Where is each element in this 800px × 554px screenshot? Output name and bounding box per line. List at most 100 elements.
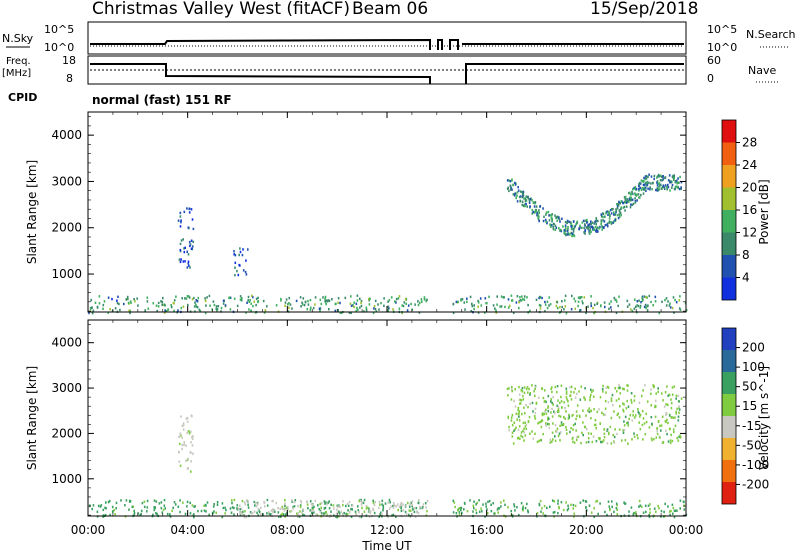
power-echo-cell bbox=[652, 181, 654, 185]
power-echo-cell bbox=[350, 304, 353, 307]
power-echo-cell bbox=[395, 301, 397, 304]
velocity-echo-cell bbox=[594, 423, 597, 427]
velocity-echo-cell bbox=[624, 415, 627, 419]
velocity-echo-cell bbox=[359, 499, 362, 503]
velocity-echo-cell bbox=[619, 405, 621, 408]
velocity-echo-cell bbox=[177, 505, 180, 508]
power-echo-cell bbox=[638, 181, 641, 185]
velocity-echo-cell bbox=[531, 430, 533, 433]
velocity-echo-cell bbox=[650, 404, 652, 407]
velocity-echo-cell bbox=[405, 512, 408, 516]
velocity-echo-cell bbox=[326, 503, 328, 506]
power-echo-cell bbox=[514, 192, 517, 195]
power-echo-cell bbox=[320, 302, 323, 306]
power-echo-cell bbox=[509, 184, 512, 188]
power-echo-cell bbox=[641, 299, 644, 303]
velocity-echo-cell bbox=[485, 502, 487, 505]
nsky-label: N.Sky bbox=[2, 32, 34, 45]
velocity-echo-cell bbox=[206, 501, 209, 504]
velocity-echo-cell bbox=[551, 390, 553, 394]
power-echo-cell bbox=[658, 174, 660, 178]
power-echo-cell bbox=[401, 304, 403, 307]
power-echo-cell bbox=[89, 310, 92, 313]
power-echo-cell bbox=[665, 304, 668, 307]
power-echo-cell bbox=[570, 227, 573, 231]
power-echo-cell bbox=[167, 308, 170, 311]
velocity-echo-cell bbox=[323, 507, 326, 510]
velocity-echo-cell bbox=[551, 401, 553, 405]
power-echo-cell bbox=[562, 225, 564, 228]
power-echo-cell bbox=[96, 306, 99, 309]
power-echo-cell bbox=[373, 304, 376, 308]
power-echo-cell bbox=[607, 213, 609, 216]
velocity-echo-cell bbox=[473, 507, 475, 510]
power-echo-cell bbox=[577, 300, 580, 303]
power-echo-cell bbox=[559, 220, 561, 223]
velocity-echo-cell bbox=[543, 504, 546, 508]
power-echo-cell bbox=[609, 208, 612, 212]
power-echo-cell bbox=[638, 196, 641, 199]
velocity-echo-cell bbox=[518, 385, 520, 389]
power-echo-cell bbox=[116, 301, 119, 305]
power-echo-cell bbox=[548, 296, 551, 299]
power-echo-cell bbox=[129, 300, 132, 303]
velocity-echo-cell bbox=[590, 409, 592, 412]
power-echo-cell bbox=[678, 307, 681, 310]
power-echo-cell bbox=[590, 302, 592, 305]
power-echo-cell bbox=[559, 306, 561, 309]
power-echo-cell bbox=[550, 224, 553, 227]
power-echo-cell bbox=[662, 175, 664, 178]
velocity-echo-cell bbox=[547, 422, 549, 426]
power-echo-cell bbox=[623, 196, 626, 199]
power-echo-cell bbox=[356, 299, 359, 302]
velocity-echo-cell bbox=[508, 429, 511, 432]
beam-label: Beam 06 bbox=[352, 0, 428, 19]
power-echo-cell bbox=[173, 309, 175, 313]
power-echo-cell bbox=[673, 176, 675, 180]
velocity-echo-cell bbox=[341, 512, 344, 515]
velocity-echo-cell bbox=[559, 424, 561, 427]
power-echo-cell bbox=[208, 294, 211, 298]
velocity-echo-cell bbox=[324, 502, 326, 505]
velocity-echo-cell bbox=[349, 510, 351, 514]
velocity-echo-cell bbox=[241, 513, 243, 516]
velocity-echo-cell bbox=[392, 502, 395, 505]
velocity-echo-cell bbox=[285, 506, 288, 509]
power-colorbar-tick-label: 12 bbox=[742, 226, 757, 240]
power-echo-cell bbox=[170, 304, 172, 307]
power-echo-cell bbox=[672, 178, 675, 181]
power-echo-cell bbox=[565, 228, 567, 231]
power-echo-cell bbox=[288, 302, 290, 305]
velocity-echo-cell bbox=[297, 512, 299, 515]
velocity-echo-cell bbox=[520, 431, 523, 434]
power-echo-cell bbox=[596, 226, 599, 229]
power-echo-cell bbox=[631, 203, 634, 207]
power-echo-cell bbox=[257, 300, 260, 303]
velocity-echo-cell bbox=[382, 507, 385, 510]
velocity-echo-cell bbox=[671, 439, 674, 443]
velocity-echo-cell bbox=[524, 421, 526, 424]
power-echo-cell bbox=[241, 297, 243, 300]
power-echo-cell bbox=[252, 304, 254, 308]
velocity-echo-cell bbox=[152, 513, 154, 516]
velocity-echo-cell bbox=[675, 397, 677, 400]
velocity-echo-cell bbox=[497, 511, 499, 514]
velocity-echo-cell bbox=[351, 508, 354, 511]
velocity-echo-cell bbox=[646, 400, 649, 403]
power-echo-cell bbox=[229, 296, 232, 299]
power-echo-cell bbox=[301, 301, 303, 304]
power-echo-cell bbox=[606, 210, 608, 213]
velocity-echo-cell bbox=[541, 413, 544, 417]
power-echo-cell bbox=[618, 210, 621, 213]
velocity-echo-cell bbox=[672, 416, 675, 419]
velocity-echo-cell bbox=[556, 385, 559, 388]
velocity-echo-cell bbox=[551, 407, 553, 411]
velocity-echo-cell bbox=[623, 424, 626, 427]
power-echo-cell bbox=[569, 233, 571, 236]
velocity-echo-cell bbox=[540, 438, 542, 442]
velocity-echo-cell bbox=[633, 432, 635, 435]
velocity-echo-cell bbox=[575, 410, 578, 413]
velocity-echo-cell bbox=[534, 387, 536, 390]
power-echo-cell bbox=[564, 294, 567, 297]
